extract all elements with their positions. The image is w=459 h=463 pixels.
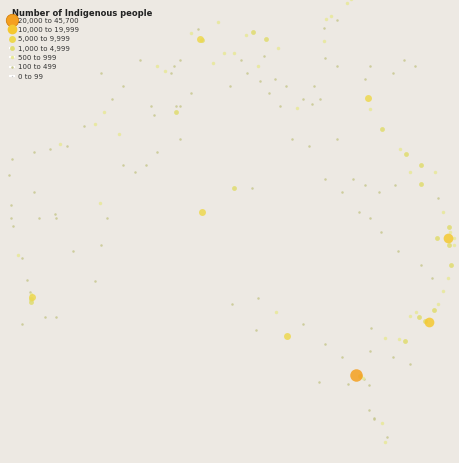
Text: Number of Indigenous people: Number of Indigenous people — [11, 9, 151, 18]
Legend: 20,000 to 45,700, 10,000 to 19,999, 5,000 to 9,999, 1,000 to 4,999, 500 to 999, : 20,000 to 45,700, 10,000 to 19,999, 5,00… — [10, 18, 78, 80]
